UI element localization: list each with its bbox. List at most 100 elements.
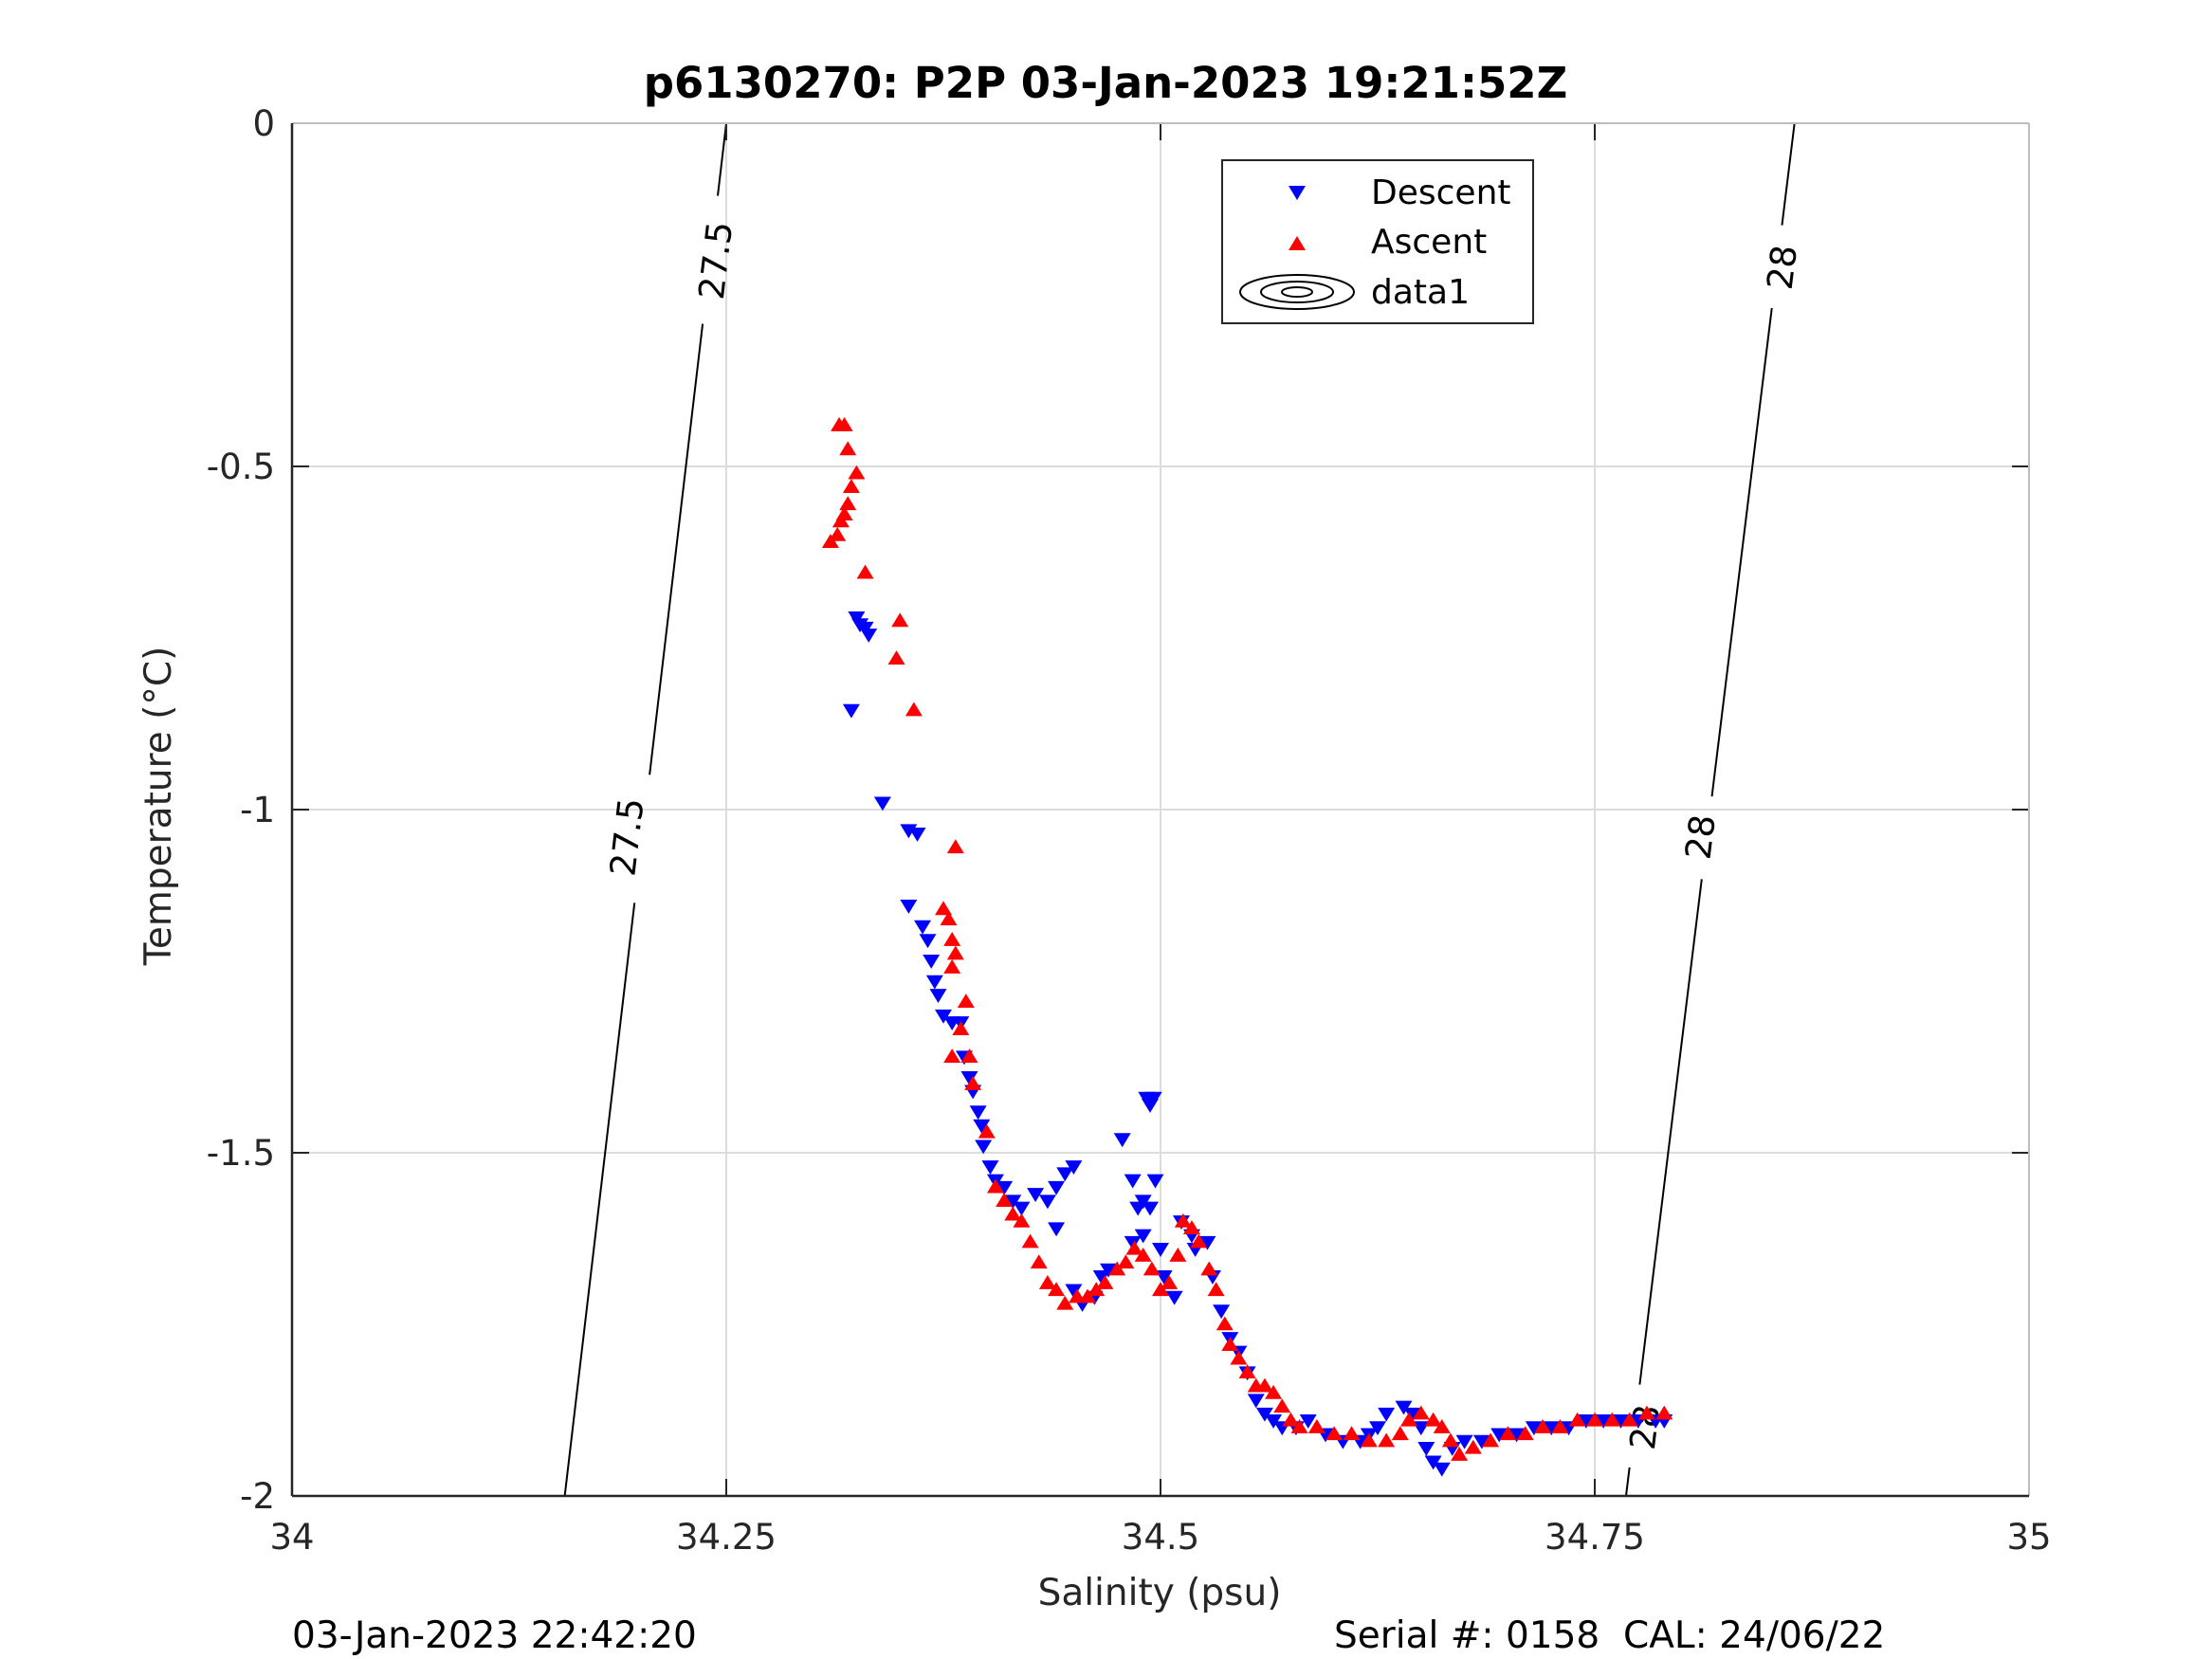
ascent-point	[1568, 1412, 1586, 1427]
descent-point	[929, 989, 947, 1004]
descent-point	[996, 1180, 1014, 1195]
descent-point	[1124, 1174, 1142, 1189]
ascent-point	[1207, 1282, 1225, 1297]
ascent-point	[832, 513, 850, 528]
ascent-point	[1230, 1350, 1248, 1365]
ascent-point	[1048, 1282, 1066, 1297]
ascent-point	[1325, 1426, 1344, 1441]
contour-label: 27.5	[602, 796, 651, 879]
legend-box	[1221, 159, 1534, 324]
descent-point	[919, 934, 937, 949]
y-axis-label: Temperature (°C)	[137, 647, 180, 967]
x-axis-label: Salinity (psu)	[1038, 1572, 1282, 1614]
ascent-point	[1200, 1261, 1218, 1276]
ascent-point	[1441, 1432, 1459, 1448]
legend-data1-label: data1	[1371, 273, 1470, 312]
descent-point	[1165, 1290, 1183, 1305]
descent-point	[1472, 1434, 1490, 1449]
ascent-point	[835, 417, 853, 431]
descent-point	[1142, 1201, 1160, 1216]
ascent-point	[1399, 1412, 1417, 1427]
descent-point	[1048, 1222, 1066, 1237]
ascent-point	[1433, 1419, 1451, 1433]
ascent-point	[1343, 1426, 1361, 1441]
contour-line-28	[1781, 122, 1796, 226]
descent-point	[1299, 1414, 1317, 1429]
descent-point	[1265, 1414, 1283, 1429]
ascent-point	[964, 1076, 982, 1090]
y-tick-label: -2	[240, 1476, 275, 1517]
ascent-point	[1152, 1282, 1169, 1297]
axes	[290, 122, 2030, 1498]
ascent-point	[848, 465, 866, 480]
ascent-point	[1378, 1432, 1396, 1448]
ascent-point	[1603, 1412, 1621, 1427]
tick-labels: 34 34.25 34.5 34.75 35 0 -0.5 -1 -1.5 -2	[207, 103, 2052, 1558]
descent-point	[1198, 1235, 1216, 1250]
ascent-point	[1451, 1447, 1469, 1461]
ascent-point	[1169, 1248, 1187, 1262]
descent-point	[1417, 1442, 1435, 1456]
contour-label: 28	[1760, 243, 1805, 292]
ascent-point	[891, 612, 909, 628]
ascent-point	[842, 479, 860, 494]
descent-point	[1004, 1194, 1022, 1210]
legend: Descent Ascent data1	[1221, 159, 1534, 324]
x-tick-label: 34.75	[1545, 1517, 1645, 1558]
y-tick-label: -1	[240, 790, 275, 830]
descent-point	[1490, 1428, 1508, 1443]
ascent-point	[1038, 1275, 1056, 1289]
ascent-point	[1360, 1432, 1378, 1448]
descent-point	[1378, 1407, 1396, 1422]
descent-point	[1424, 1455, 1442, 1470]
ascent-point	[1273, 1398, 1291, 1413]
descent-point	[1013, 1201, 1031, 1216]
ascent-point	[1424, 1412, 1442, 1427]
descent-point	[981, 1160, 999, 1176]
ascent-point	[1464, 1439, 1482, 1454]
ascent-point	[957, 994, 975, 1009]
ascent-point	[1551, 1419, 1569, 1433]
x-tick-label: 34	[269, 1517, 314, 1558]
ascent-point	[1004, 1206, 1022, 1221]
ascent-point	[1013, 1212, 1031, 1228]
ascent-point	[1221, 1337, 1239, 1352]
ascent-point	[1030, 1254, 1048, 1269]
descent-point	[1134, 1229, 1152, 1244]
ascent-point	[1307, 1419, 1325, 1433]
descent-point	[1056, 1167, 1074, 1182]
y-tick-label: -0.5	[207, 447, 275, 487]
ascent-point	[1255, 1377, 1273, 1393]
descent-point	[908, 828, 926, 842]
ascent-point	[1161, 1275, 1179, 1289]
contour-line-28	[1710, 307, 1773, 797]
descent-point	[935, 1009, 952, 1024]
ascent-point	[1282, 1412, 1300, 1427]
ascent-point	[1182, 1220, 1200, 1234]
descent-point	[1065, 1284, 1083, 1299]
descent-point	[1144, 1091, 1162, 1106]
ascent-point	[839, 496, 857, 511]
ascent-point	[960, 1048, 978, 1063]
ascent-point	[1056, 1295, 1074, 1310]
descent-point	[1595, 1414, 1613, 1429]
descent-point	[1027, 1188, 1045, 1202]
descent-point	[1124, 1235, 1142, 1250]
descent-point	[973, 1119, 991, 1134]
ascent-point	[1499, 1426, 1517, 1441]
ascent-point	[1412, 1405, 1430, 1420]
descent-point	[860, 629, 878, 643]
ascent-point	[986, 1178, 1004, 1194]
ascent-point	[1238, 1364, 1256, 1378]
contour-line-28	[1624, 1467, 1631, 1497]
ascent-point	[1216, 1316, 1234, 1331]
ascent-point	[996, 1193, 1014, 1207]
ascent-point	[978, 1123, 996, 1139]
descent-point	[923, 954, 941, 969]
descent-point	[1255, 1407, 1273, 1422]
descent-point	[842, 703, 860, 719]
ascent-point	[1391, 1426, 1409, 1441]
ascent-point	[821, 534, 839, 548]
